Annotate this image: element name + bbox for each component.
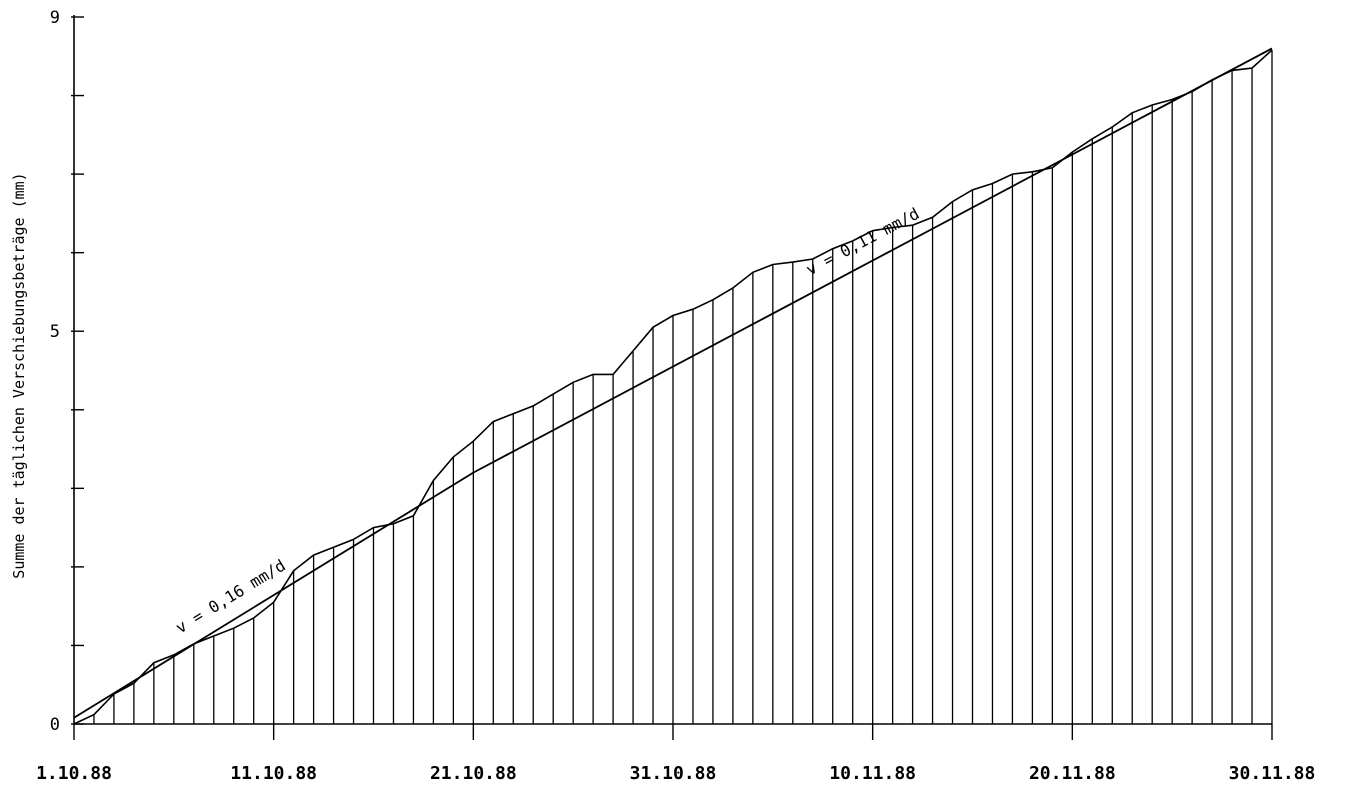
x-tick-label: 31.10.88 [630,763,717,784]
y-axis-title: Summe der täglichen Verschiebungsbeträge… [10,172,28,578]
cumulative-curve [73,49,1273,725]
daily-vertical-lines [93,49,1273,724]
x-tick-label: 1.10.88 [36,763,112,784]
x-tick-label: 11.10.88 [230,763,317,784]
trend-line [472,47,1273,474]
x-tick-label: 20.11.88 [1029,763,1116,784]
axis-labels: 0 5 9 1.10.88 11.10.88 21.10.88 31.10.88 10.11.… [36,8,1315,784]
y-tick-label: 5 [50,322,60,342]
axes [71,15,1273,740]
y-tick-label: 9 [50,8,60,28]
y-tick-label: 0 [50,715,60,735]
x-tick-label: 21.10.88 [430,763,517,784]
series-lines [73,49,1273,725]
x-tick-label: 30.11.88 [1229,763,1316,784]
trend-label: v = 0,11 mm/d [803,204,923,280]
x-tick-label: 10.11.88 [829,763,916,784]
